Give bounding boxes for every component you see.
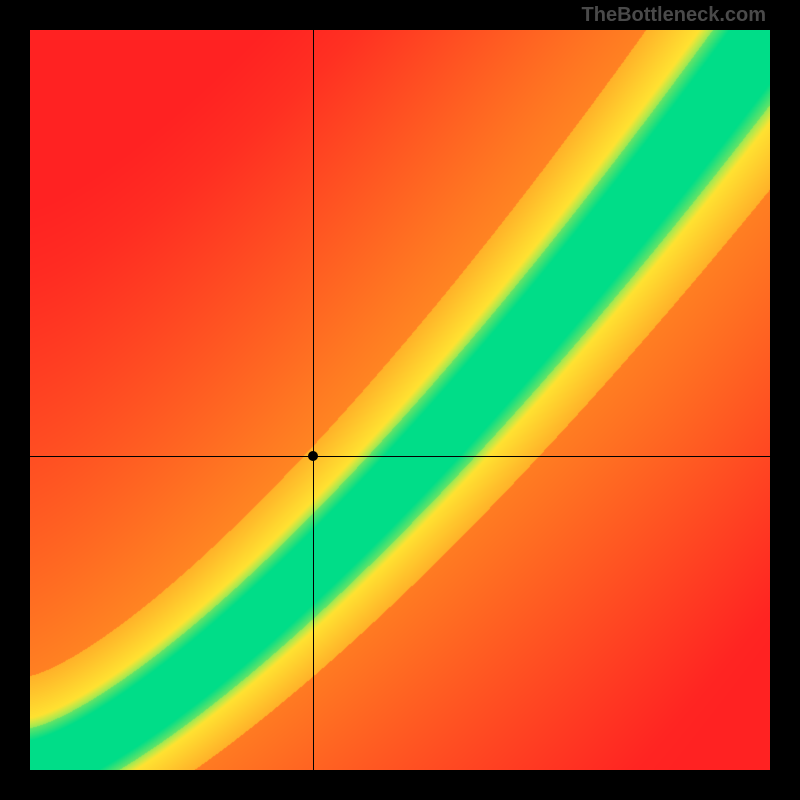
crosshair-horizontal	[30, 456, 770, 457]
chart-container	[30, 30, 770, 770]
crosshair-vertical	[313, 30, 314, 770]
watermark-text: TheBottleneck.com	[582, 4, 766, 27]
heatmap-canvas	[30, 30, 770, 770]
crosshair-marker	[308, 451, 318, 461]
